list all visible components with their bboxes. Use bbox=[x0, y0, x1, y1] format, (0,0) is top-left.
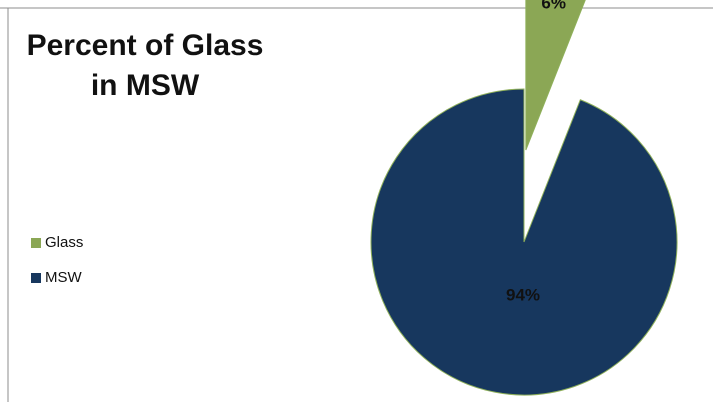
pie-slice-glass bbox=[525, 0, 586, 151]
pie-data-labels: 6% 94% bbox=[506, 0, 566, 304]
pie-slices bbox=[370, 0, 678, 396]
chart-title-line-1: Percent of Glass bbox=[26, 29, 264, 62]
data-label-glass: 6% bbox=[541, 0, 566, 13]
legend-item-msw: MSW bbox=[31, 269, 83, 286]
legend-label-glass: Glass bbox=[45, 234, 84, 251]
legend-swatch-msw bbox=[31, 272, 41, 283]
legend-label-msw: MSW bbox=[45, 269, 82, 286]
chart-title-line-2: in MSW bbox=[90, 69, 200, 102]
chart-title: Percent of Glass in MSW bbox=[14, 26, 276, 106]
legend: Glass MSW bbox=[31, 234, 83, 304]
data-label-msw: 94% bbox=[506, 285, 540, 304]
pie-slice-msw bbox=[370, 88, 678, 396]
legend-item-glass: Glass bbox=[31, 234, 83, 251]
legend-swatch-glass bbox=[31, 237, 41, 248]
